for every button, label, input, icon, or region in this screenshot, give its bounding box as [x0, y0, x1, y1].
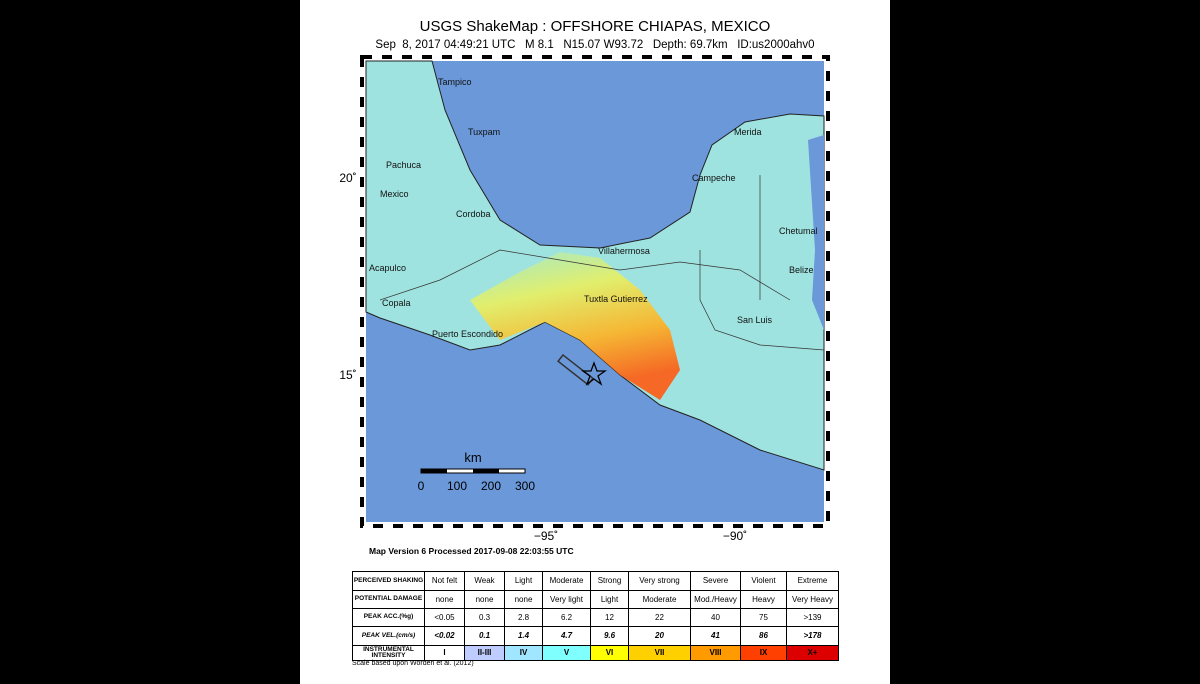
- city-label: Chetumal: [779, 226, 818, 236]
- table-cell: 41: [690, 626, 741, 646]
- scale-bar: km 0 100 200 300: [418, 450, 536, 493]
- scale-unit: km: [464, 450, 481, 465]
- table-cell: 4.7: [542, 626, 591, 646]
- border: [699, 250, 825, 351]
- city-label: Tampico: [438, 77, 472, 87]
- table-cell: 75: [740, 608, 787, 627]
- row-header: INSTRUMENTAL INTENSITY: [352, 645, 425, 661]
- city-label: Puerto Escondido: [432, 329, 503, 339]
- scale-tick: 300: [515, 479, 535, 493]
- table-cell: Very light: [542, 590, 591, 609]
- table-cell: <0.05: [424, 608, 465, 627]
- table-cell: V: [542, 645, 591, 661]
- table-cell: Moderate: [542, 571, 591, 591]
- city-label: Villahermosa: [598, 246, 650, 256]
- table-row: POTENTIAL DAMAGE none none none Very light Li…: [352, 590, 839, 609]
- table-cell: none: [504, 590, 543, 609]
- longitude-label: −95˚: [534, 529, 558, 543]
- table-cell: VIII: [690, 645, 741, 661]
- footnote: Scale based upon Worden et al. (2012): [352, 660, 474, 667]
- table-cell: X+: [786, 645, 839, 661]
- scale-rect: [473, 469, 499, 473]
- map-frame: [360, 55, 830, 528]
- scale-tick: 0: [418, 479, 425, 493]
- row-header: PERCEIVED SHAKING: [352, 571, 425, 591]
- table-cell: Very strong: [628, 571, 691, 591]
- version-note: Map Version 6 Processed 2017-09-08 22:03…: [369, 546, 574, 556]
- table-cell: IX: [740, 645, 787, 661]
- table-cell: 0.3: [464, 608, 505, 627]
- scale-tick: 200: [481, 479, 501, 493]
- table-row: INSTRUMENTAL INTENSITY I II-III IV V VI VII VII…: [352, 645, 839, 661]
- city-label: Merida: [734, 127, 762, 137]
- table-cell: 6.2: [542, 608, 591, 627]
- table-cell: IV: [504, 645, 543, 661]
- city-label: Cordoba: [456, 209, 491, 219]
- table-row: PEAK ACC.(%g) <0.05 0.3 2.8 6.2 12 22 40 75 >139: [352, 608, 839, 627]
- table-cell: VI: [590, 645, 629, 661]
- table-cell: II-III: [464, 645, 505, 661]
- city-label: Campeche: [692, 173, 736, 183]
- table-cell: 2.8: [504, 608, 543, 627]
- table-cell: Violent: [740, 571, 787, 591]
- table-cell: 20: [628, 626, 691, 646]
- table-cell: 40: [690, 608, 741, 627]
- epicenter: [580, 361, 608, 386]
- table-cell: Not felt: [424, 571, 465, 591]
- table-cell: >139: [786, 608, 839, 627]
- table-cell: Extreme: [786, 571, 839, 591]
- intensity-table: PERCEIVED SHAKING Not felt Weak Light Modera…: [352, 571, 839, 661]
- city-label: San Luis: [737, 315, 773, 325]
- row-header: POTENTIAL DAMAGE: [352, 590, 425, 609]
- table-cell: none: [424, 590, 465, 609]
- table-cell: VII: [628, 645, 691, 661]
- table-cell: 0.1: [464, 626, 505, 646]
- longitude-label: −90˚: [723, 529, 747, 543]
- cities: Tampico Tuxpam Pachuca Mexico Cordoba Me…: [369, 77, 818, 339]
- scale-rect: [421, 469, 447, 473]
- table-cell: Moderate: [628, 590, 691, 609]
- table-cell: Light: [504, 571, 543, 591]
- city-label: Mexico: [380, 189, 409, 199]
- caribbean: [808, 135, 824, 330]
- table-cell: 12: [590, 608, 629, 627]
- table-cell: 86: [740, 626, 787, 646]
- table-cell: Heavy: [740, 590, 787, 609]
- table-cell: Weak: [464, 571, 505, 591]
- table-cell: 9.6: [590, 626, 629, 646]
- city-label: Tuxtla Gutierrez: [584, 294, 648, 304]
- table-cell: Mod./Heavy: [690, 590, 741, 609]
- city-label: Tuxpam: [468, 127, 500, 137]
- table-cell: 1.4: [504, 626, 543, 646]
- row-header: PEAK ACC.(%g): [352, 608, 425, 627]
- city-label: Acapulco: [369, 263, 406, 273]
- table-cell: >178: [786, 626, 839, 646]
- table-cell: <0.02: [424, 626, 465, 646]
- table-cell: 22: [628, 608, 691, 627]
- table-cell: Light: [590, 590, 629, 609]
- latitude-label: 15˚: [339, 368, 356, 382]
- shaking-zone: [470, 252, 680, 400]
- scale-tick: 100: [447, 479, 467, 493]
- subtitle: Sep 8, 2017 04:49:21 UTC M 8.1 N15.07 W9…: [375, 39, 814, 51]
- table-cell: Very Heavy: [786, 590, 839, 609]
- table-cell: Strong: [590, 571, 629, 591]
- table-row: PEAK VEL.(cm/s) <0.02 0.1 1.4 4.7 9.6 20 41 86 >1…: [352, 626, 839, 646]
- title: USGS ShakeMap : OFFSHORE CHIAPAS, MEXICO: [420, 18, 771, 35]
- city-label: Copala: [382, 298, 411, 308]
- city-label: Belize: [789, 265, 814, 275]
- table-cell: none: [464, 590, 505, 609]
- row-header: PEAK VEL.(cm/s): [352, 626, 425, 646]
- table-cell: Severe: [690, 571, 741, 591]
- city-label: Pachuca: [386, 160, 421, 170]
- table-cell: I: [424, 645, 465, 661]
- latitude-label: 20˚: [339, 171, 356, 185]
- border: [379, 249, 791, 301]
- table-row: PERCEIVED SHAKING Not felt Weak Light Modera…: [352, 571, 839, 591]
